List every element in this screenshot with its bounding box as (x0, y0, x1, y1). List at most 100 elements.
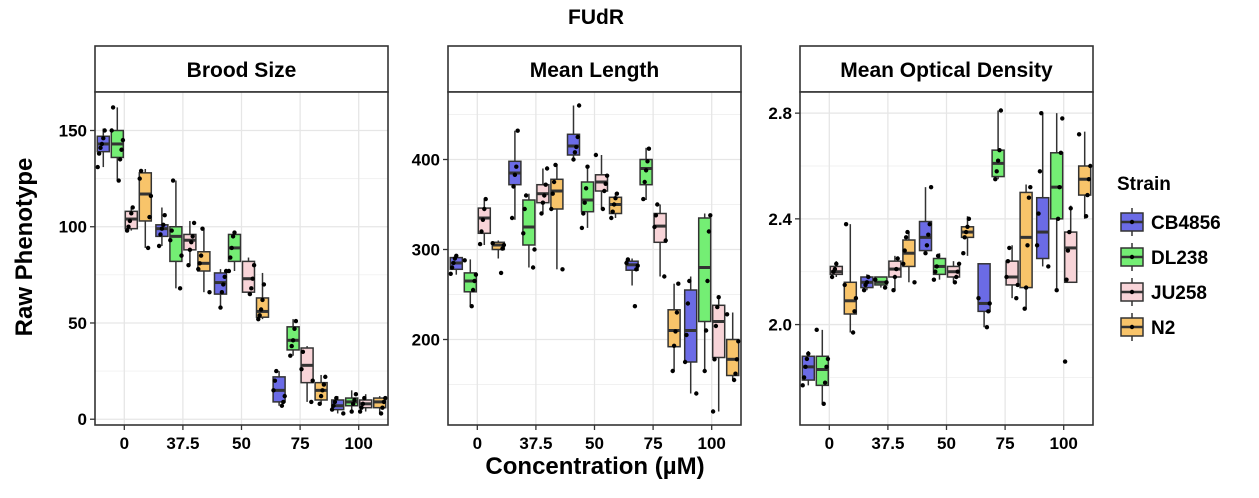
box-ju258-100 (1062, 205, 1078, 364)
data-point (272, 378, 278, 383)
data-point (249, 286, 254, 291)
data-point (95, 164, 100, 170)
data-point (357, 409, 363, 414)
data-point (734, 357, 740, 362)
data-point (676, 281, 681, 286)
data-point (218, 305, 223, 310)
data-point (161, 222, 166, 228)
data-point (993, 177, 998, 182)
x-tick-label: 0 (825, 434, 834, 453)
data-point (318, 393, 324, 399)
data-point (542, 193, 547, 198)
box-iqr (522, 199, 536, 246)
data-point (1028, 184, 1033, 190)
x-tick-label: 37.5 (519, 434, 552, 453)
box-dl238-75 (639, 146, 653, 202)
legend-label: JU258 (1151, 283, 1207, 304)
data-point (926, 232, 931, 237)
box-ju258-75 (652, 202, 668, 279)
data-point (901, 261, 906, 266)
data-point (228, 255, 233, 260)
data-point (530, 265, 536, 270)
data-point (1068, 206, 1073, 211)
data-point (684, 332, 689, 338)
data-point (624, 260, 629, 266)
data-point (928, 184, 934, 190)
data-point (261, 282, 267, 287)
data-point (380, 405, 385, 410)
data-point (585, 164, 590, 169)
data-point (274, 368, 279, 374)
x-tick-label: 50 (232, 434, 251, 453)
box-dl238-75 (286, 318, 300, 358)
data-point (632, 304, 638, 309)
facet-strip (94, 45, 389, 93)
box-ju258-0 (477, 196, 492, 247)
data-point (703, 328, 709, 333)
data-point (895, 256, 900, 261)
data-point (197, 261, 202, 266)
box-ju258-75 (1004, 245, 1020, 301)
data-point (670, 368, 675, 374)
data-point (329, 407, 335, 412)
data-point (961, 251, 966, 256)
x-tick-label: 37.5 (166, 434, 199, 453)
box-n2-75 (1019, 184, 1033, 311)
data-point (655, 202, 660, 207)
data-point (362, 395, 367, 401)
data-point (1036, 211, 1041, 216)
data-point (965, 224, 970, 229)
data-point (1046, 264, 1051, 269)
data-point (190, 234, 195, 239)
data-point (1057, 184, 1062, 190)
box-cb4856-37_5 (860, 274, 874, 293)
data-point (708, 213, 713, 218)
data-point (1022, 306, 1027, 311)
data-point (966, 216, 972, 222)
data-point (130, 205, 135, 210)
data-point (381, 399, 387, 405)
data-point (976, 295, 981, 301)
data-point (378, 411, 384, 416)
data-point (320, 388, 325, 393)
data-point (1014, 295, 1019, 301)
data-point (1055, 216, 1061, 222)
data-point (196, 266, 201, 272)
data-point (230, 234, 236, 239)
box-dl238-0 (109, 105, 126, 183)
data-point (987, 301, 992, 306)
facet-panel: Mean Length 200 300 400 0 37.5 50 75 100 (412, 45, 742, 453)
data-point (383, 395, 388, 401)
data-point (127, 218, 133, 224)
box-dl238-100 (1049, 113, 1065, 293)
data-point (102, 128, 107, 133)
data-point (281, 399, 286, 405)
box-cb4856-37_5 (155, 207, 169, 249)
box-iqr (683, 289, 698, 363)
data-point (682, 359, 688, 365)
data-point (247, 291, 253, 297)
box-ju258-37_5 (183, 220, 197, 268)
data-point (1064, 277, 1069, 282)
data-point (927, 221, 932, 227)
data-point (299, 366, 304, 372)
y-tick-label: 100 (59, 218, 87, 237)
data-point (323, 374, 328, 380)
legend-label: CB4856 (1151, 213, 1221, 234)
box-iqr (697, 217, 712, 323)
data-point (509, 215, 515, 221)
box-cb4856-75 (976, 263, 992, 330)
data-point (861, 288, 867, 293)
data-point (229, 245, 234, 251)
data-point (673, 329, 678, 334)
data-point (479, 229, 484, 234)
data-point (625, 257, 631, 262)
x-tick-label: 100 (1050, 434, 1078, 453)
data-point (260, 297, 265, 303)
data-point (952, 280, 958, 285)
x-tick-label: 50 (585, 434, 604, 453)
box-dl238-37_5 (873, 276, 889, 290)
data-point (126, 224, 131, 229)
data-point (600, 206, 606, 212)
facet-panel: Mean Optical Density 2.0 2.4 2.8 0 37.5 50 75 10… (768, 45, 1094, 453)
